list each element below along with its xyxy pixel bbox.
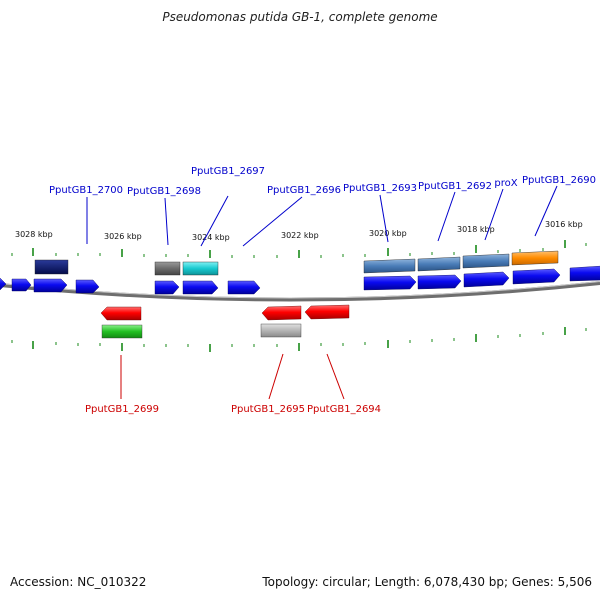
- scale-label-3024: 3024 kbp: [192, 233, 230, 242]
- cds-arrow[interactable]: [417, 274, 462, 290]
- scale-label-3026: 3026 kbp: [104, 232, 142, 241]
- gene-label-pputgb1-2693[interactable]: PputGB1_2693: [343, 183, 417, 194]
- gene-box-pputgb1-2699-outer[interactable]: [101, 324, 143, 339]
- gene-arrow-pputgb1-2695[interactable]: [261, 305, 302, 321]
- cds-arrow[interactable]: [569, 265, 600, 282]
- gene-box-pputgb1-2693[interactable]: [363, 258, 416, 274]
- gene-label-pputgb1-2695[interactable]: PputGB1_2695: [231, 404, 305, 415]
- forward-gene-row: [34, 250, 559, 276]
- gene-label-pputgb1-2698[interactable]: PputGB1_2698: [127, 186, 201, 197]
- gene-box-pputgb1-2698[interactable]: [154, 261, 181, 276]
- gene-label-pputgb1-2697[interactable]: PputGB1_2697: [191, 166, 265, 177]
- gene-arrow-pputgb1-2699[interactable]: [100, 306, 142, 321]
- gene-box-pputgb1-2697[interactable]: [182, 261, 219, 276]
- cds-arrow[interactable]: [227, 280, 261, 295]
- cds-arrow[interactable]: [75, 279, 100, 294]
- gene-label-pputgb1-2700[interactable]: PputGB1_2700: [49, 185, 123, 196]
- reverse-outer-row: [101, 323, 302, 339]
- upper-scale-ticks: [11, 240, 587, 258]
- gene-box-pputgb1-2700[interactable]: [34, 259, 69, 275]
- gene-label-prox[interactable]: proX: [494, 178, 517, 189]
- gene-box-pputgb1-2692[interactable]: [417, 256, 461, 272]
- accession-text: Accession: NC_010322: [10, 575, 147, 589]
- gene-label-pputgb1-2696[interactable]: PputGB1_2696: [267, 185, 341, 196]
- reverse-gene-row: [100, 304, 350, 321]
- scale-label-3016: 3016 kbp: [545, 220, 583, 229]
- gene-box-prox[interactable]: [462, 253, 510, 269]
- gene-arrow-pputgb1-2694[interactable]: [304, 304, 350, 320]
- gene-label-pputgb1-2699[interactable]: PputGB1_2699: [85, 404, 159, 415]
- cds-arrow[interactable]: [11, 278, 32, 292]
- cds-arrow[interactable]: [33, 278, 68, 293]
- cds-arrow[interactable]: [512, 268, 561, 285]
- gene-label-pputgb1-2694[interactable]: PputGB1_2694: [307, 404, 381, 415]
- cds-arrow[interactable]: [182, 280, 219, 295]
- scale-label-3020: 3020 kbp: [369, 229, 407, 238]
- genome-title: Pseudomonas putida GB-1, complete genome: [162, 10, 438, 24]
- gene-box-pputgb1-2690[interactable]: [511, 250, 559, 266]
- gene-box-pputgb1-2695-outer[interactable]: [260, 323, 302, 338]
- scale-label-3018: 3018 kbp: [457, 225, 495, 234]
- reverse-label-connectors: [120, 353, 345, 400]
- scale-label-3022: 3022 kbp: [281, 231, 319, 240]
- genome-summary-text: Topology: circular; Length: 6,078,430 bp…: [262, 575, 592, 589]
- scale-label-3028: 3028 kbp: [15, 230, 53, 239]
- cds-arrow[interactable]: [0, 277, 7, 291]
- cds-arrow[interactable]: [363, 275, 417, 291]
- cds-arrow[interactable]: [463, 271, 510, 288]
- forward-cds-row: [0, 265, 600, 295]
- lower-scale-ticks: [11, 327, 587, 352]
- forward-label-connectors: [86, 185, 558, 247]
- gene-label-pputgb1-2690[interactable]: PputGB1_2690: [522, 175, 596, 186]
- gene-label-pputgb1-2692[interactable]: PputGB1_2692: [418, 181, 492, 192]
- cds-arrow[interactable]: [154, 280, 180, 295]
